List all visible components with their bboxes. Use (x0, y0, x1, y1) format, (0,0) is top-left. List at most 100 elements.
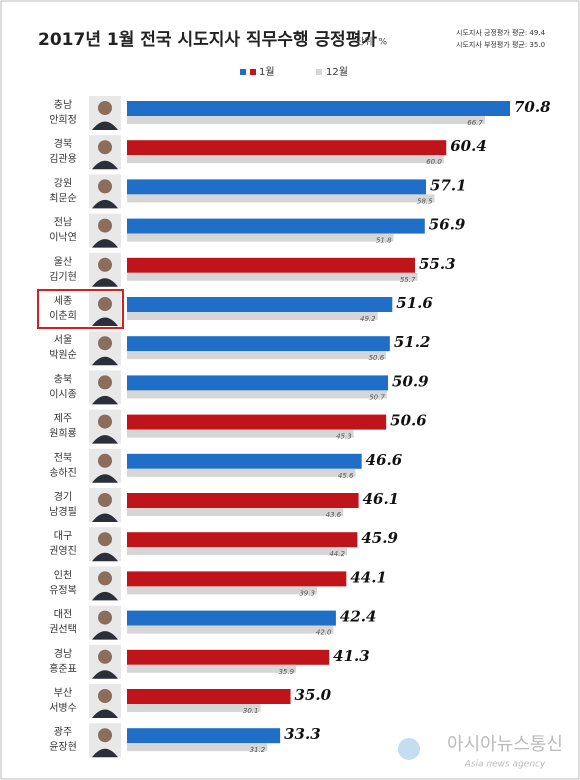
value-label: 33.3 (284, 725, 321, 743)
value-label: 42.0 (316, 629, 332, 637)
bar (127, 140, 447, 156)
legend-label: 12월 (326, 66, 348, 78)
bar (127, 336, 390, 352)
photo-body (92, 435, 118, 444)
value-label: 50.7 (369, 393, 385, 401)
governor-label: 박원순 (49, 349, 77, 361)
value-label: 50.9 (392, 372, 429, 390)
bar (127, 468, 356, 477)
photo-head (98, 297, 112, 311)
bar (127, 375, 389, 391)
photo-body (92, 552, 118, 562)
value-label: 35.0 (295, 686, 332, 704)
value-label: 56.9 (429, 216, 466, 234)
bar (127, 547, 347, 556)
photo-body (92, 278, 118, 287)
governor-label: 남경필 (49, 505, 77, 518)
governor-label: 윤장현 (49, 741, 77, 753)
watermark: 아시아뉴스통신 (447, 734, 563, 755)
bar (127, 429, 354, 438)
photo-body (92, 395, 118, 405)
bar (127, 493, 359, 508)
value-label: 58.5 (417, 197, 433, 205)
governor-label: 이시종 (49, 388, 77, 400)
photo-head (98, 218, 112, 233)
value-label: 60.4 (450, 137, 487, 155)
photo-body (92, 591, 118, 601)
value-label: 60.0 (426, 158, 442, 166)
governor-label: 송하진 (49, 466, 77, 479)
category-label: 전남 (54, 217, 72, 229)
photo-body (92, 631, 118, 640)
photo-body (92, 748, 118, 758)
photo-head (98, 532, 112, 547)
governor-label: 홍준표 (49, 662, 77, 675)
value-label: 51.6 (396, 294, 433, 312)
note: 시도지사 부정평가 평균: 35.0 (456, 40, 545, 49)
category-label: 울산 (54, 256, 72, 268)
bar (127, 155, 444, 164)
photo-head (98, 140, 112, 155)
photo-head (98, 101, 112, 115)
value-label: 42.4 (340, 608, 377, 626)
value-label: 50.6 (390, 412, 427, 430)
photo-body (92, 239, 118, 248)
governor-label: 권영진 (49, 545, 77, 557)
photo-head (98, 257, 112, 272)
bar (127, 297, 393, 312)
value-label: 45.9 (361, 529, 398, 547)
chart-title: 2017년 1월 전국 시도지사 직무수행 긍정평가 (38, 30, 377, 50)
bar (127, 625, 334, 634)
value-label: 66.7 (467, 119, 483, 127)
category-label: 대구 (54, 530, 72, 542)
legend-swatch (316, 69, 322, 75)
highlight-box (37, 289, 124, 329)
value-label: 35.9 (278, 668, 294, 676)
value-label: 46.6 (366, 451, 403, 469)
bar (127, 586, 317, 595)
governor-label: 김관용 (49, 153, 77, 165)
value-label: 44.2 (329, 550, 345, 558)
photo-head (98, 728, 112, 743)
photo-head (98, 453, 112, 468)
bar (127, 312, 378, 320)
bar (127, 664, 297, 673)
bar (127, 101, 511, 116)
photo-body (92, 709, 118, 718)
value-label: 31.2 (250, 746, 266, 754)
bar (127, 728, 281, 744)
value-label: 55.7 (400, 276, 416, 284)
value-label: 45.3 (336, 433, 352, 441)
photo-head (98, 414, 112, 429)
watermark-logo (398, 738, 420, 760)
governor-label: 원희룡 (49, 428, 77, 440)
governor-label: 서병수 (49, 702, 77, 714)
bar (127, 179, 427, 195)
bar (127, 351, 387, 360)
category-label: 경기 (54, 490, 72, 503)
governor-label: 이춘희 (49, 310, 77, 322)
bar (127, 571, 347, 587)
value-label: 57.1 (430, 176, 467, 194)
bar (127, 704, 261, 712)
governor-label: 최문순 (49, 192, 77, 204)
bar (127, 257, 415, 273)
category-label: 경남 (54, 647, 72, 660)
category-label: 전북 (54, 452, 72, 464)
category-label: 서울 (54, 334, 72, 346)
photo-head (98, 375, 112, 390)
photo-head (98, 649, 112, 664)
value-label: 41.3 (333, 647, 370, 665)
value-label: 46.1 (363, 490, 400, 508)
value-label: 39.3 (299, 589, 315, 597)
photo-head (98, 179, 112, 194)
governor-label: 안희정 (49, 114, 77, 126)
photo-head (98, 610, 112, 625)
value-label: 43.6 (326, 511, 342, 519)
category-label: 세종 (54, 295, 72, 307)
bar (127, 414, 387, 430)
category-label: 제주 (54, 413, 72, 425)
